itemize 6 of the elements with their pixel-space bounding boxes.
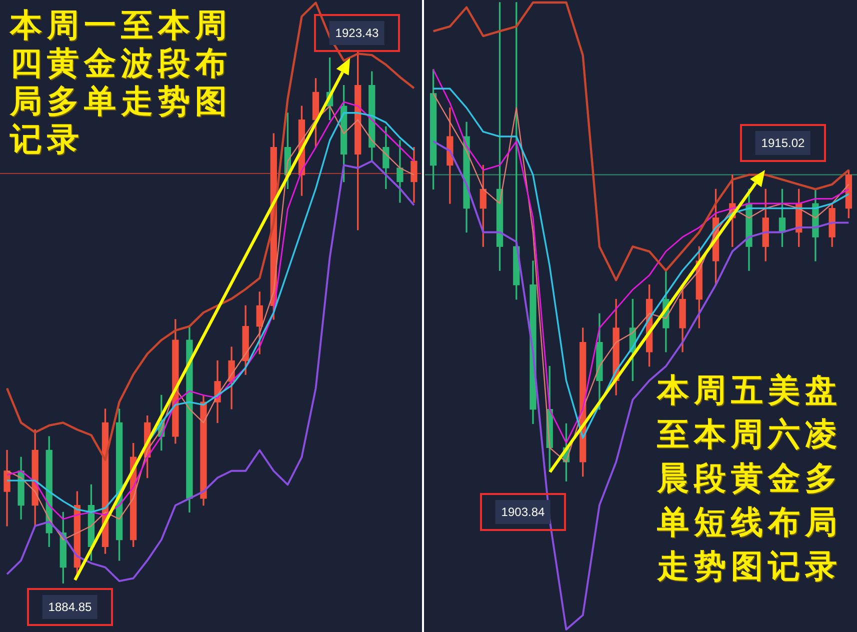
annotation: 1884.85 [42, 595, 98, 619]
annotation: 1915.02 [755, 131, 811, 155]
text: 本周一至本周四黄金波段布局多单走势图记录 [10, 6, 233, 158]
text: 1903.84 [495, 500, 551, 524]
annotation: 1923.43 [329, 21, 385, 45]
text: 本周五美盘至本周六凌晨段黄金多单短线布局走势图记录 [657, 370, 843, 587]
